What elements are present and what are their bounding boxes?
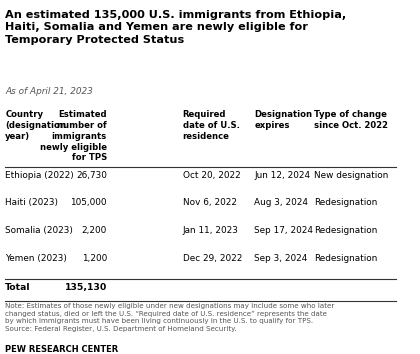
Text: Dec 29, 2022: Dec 29, 2022 xyxy=(183,253,242,263)
Text: 135,130: 135,130 xyxy=(65,283,107,292)
Text: Type of change
since Oct. 2022: Type of change since Oct. 2022 xyxy=(314,110,388,130)
Text: Ethiopia (2022): Ethiopia (2022) xyxy=(5,171,74,180)
Text: 1,200: 1,200 xyxy=(81,253,107,263)
Text: PEW RESEARCH CENTER: PEW RESEARCH CENTER xyxy=(5,345,118,354)
Text: 2,200: 2,200 xyxy=(81,226,107,235)
Text: Redesignation: Redesignation xyxy=(314,253,377,263)
Text: Jan 11, 2023: Jan 11, 2023 xyxy=(183,226,239,235)
Text: Country
(designation
year): Country (designation year) xyxy=(5,110,66,141)
Text: Aug 3, 2024: Aug 3, 2024 xyxy=(254,198,308,207)
Text: Redesignation: Redesignation xyxy=(314,226,377,235)
Text: Designation
expires: Designation expires xyxy=(254,110,312,130)
Text: Redesignation: Redesignation xyxy=(314,198,377,207)
Text: 105,000: 105,000 xyxy=(71,198,107,207)
Text: An estimated 135,000 U.S. immigrants from Ethiopia,
Haiti, Somalia and Yemen are: An estimated 135,000 U.S. immigrants fro… xyxy=(5,10,346,45)
Text: Required
date of U.S.
residence: Required date of U.S. residence xyxy=(183,110,239,141)
Text: Note: Estimates of those newly eligible under new designations may include some : Note: Estimates of those newly eligible … xyxy=(5,303,335,332)
Text: Sep 17, 2024: Sep 17, 2024 xyxy=(254,226,313,235)
Text: Nov 6, 2022: Nov 6, 2022 xyxy=(183,198,236,207)
Text: Haiti (2023): Haiti (2023) xyxy=(5,198,58,207)
Text: Oct 20, 2022: Oct 20, 2022 xyxy=(183,171,240,180)
Text: Jun 12, 2024: Jun 12, 2024 xyxy=(254,171,310,180)
Text: Somalia (2023): Somalia (2023) xyxy=(5,226,73,235)
Text: As of April 21, 2023: As of April 21, 2023 xyxy=(5,87,93,96)
Text: Estimated
number of
immigrants
newly eligible
for TPS: Estimated number of immigrants newly eli… xyxy=(40,110,107,162)
Text: Sep 3, 2024: Sep 3, 2024 xyxy=(254,253,307,263)
Text: Total: Total xyxy=(5,283,31,292)
Text: Yemen (2023): Yemen (2023) xyxy=(5,253,67,263)
Text: New designation: New designation xyxy=(314,171,389,180)
Text: 26,730: 26,730 xyxy=(76,171,107,180)
